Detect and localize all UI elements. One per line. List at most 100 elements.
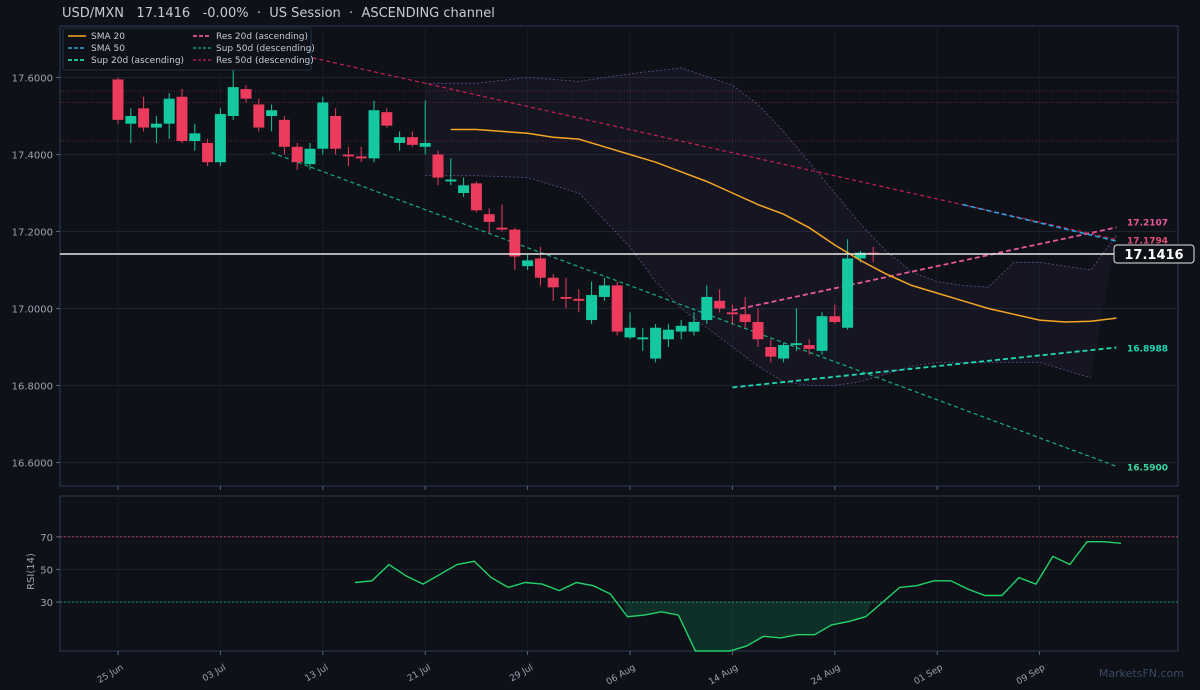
legend-entry: Res 50d (descending) xyxy=(216,56,314,66)
candle-body xyxy=(829,316,841,322)
candle-body xyxy=(739,314,751,322)
candle-body xyxy=(509,229,521,257)
chart-header: USD/MXN 17.1416 -0.00% · US Session · AS… xyxy=(62,6,495,21)
candle-body xyxy=(368,110,380,159)
date-tick-label: 14 Aug xyxy=(707,663,740,688)
separator-1: · xyxy=(256,6,261,21)
candle-body xyxy=(803,345,815,349)
price-tick-label: 17.2000 xyxy=(12,228,53,239)
rsi-panel-frame xyxy=(59,495,1179,652)
bollinger-band-fill xyxy=(425,67,1117,386)
candle-body xyxy=(355,156,367,159)
legend-entry: Sup 50d (descending) xyxy=(216,44,315,54)
sma20-line xyxy=(450,128,1117,323)
candle-body xyxy=(150,123,162,128)
candle-body xyxy=(637,337,649,340)
candle-body xyxy=(240,89,252,99)
candle-body xyxy=(253,104,265,128)
candle-body xyxy=(227,87,239,116)
candle-body xyxy=(381,112,393,126)
candle-body xyxy=(624,327,636,338)
watermark: MarketsFN.com xyxy=(1098,667,1184,680)
date-tick-label: 03 Jul xyxy=(201,663,228,684)
legend-entry: Sup 20d (ascending) xyxy=(91,56,184,66)
candle-body xyxy=(714,300,726,309)
price-tick-label: 16.6000 xyxy=(12,459,53,470)
candle-body xyxy=(496,227,508,230)
trendline-end-label: 17.1794 xyxy=(1127,236,1168,246)
legend: SMA 20 SMA 50 Sup 20d (ascending) Res 20d (… xyxy=(62,27,315,71)
trendline-end-label: 16.8988 xyxy=(1127,344,1168,354)
trendline xyxy=(271,48,1117,241)
candle-body xyxy=(445,179,457,182)
trendline-end-label: 17.2107 xyxy=(1127,218,1168,228)
legend-entry: SMA 20 xyxy=(91,32,125,42)
candle-body xyxy=(790,343,802,346)
candle-body xyxy=(547,277,559,288)
candle-body xyxy=(189,133,201,142)
trendline xyxy=(732,346,1117,389)
candle-body xyxy=(586,295,598,321)
candle-body xyxy=(470,183,482,211)
candle-body xyxy=(752,321,764,340)
rsi-tick-label: 50 xyxy=(40,565,53,576)
legend-entry: Res 20d (ascending) xyxy=(216,32,308,42)
candle-body xyxy=(650,327,662,359)
current-price-label: 17.1416 xyxy=(1124,248,1183,263)
date-tick-label: 25 Jun xyxy=(96,663,126,686)
candle-body xyxy=(765,347,777,357)
candle-body xyxy=(317,102,329,149)
candle-body xyxy=(458,185,470,193)
date-tick-label: 21 Jul xyxy=(406,663,433,684)
candle-body xyxy=(394,137,406,143)
candle-body xyxy=(176,96,188,142)
candle-body xyxy=(432,154,444,178)
candle-body xyxy=(112,79,124,120)
current-price-tag xyxy=(1113,244,1195,264)
bollinger-lower-line xyxy=(425,175,1091,386)
price-label: 17.1416 xyxy=(136,6,191,21)
rsi-tick-label: 30 xyxy=(40,598,53,609)
candle-body xyxy=(778,345,790,359)
candle-body xyxy=(163,98,175,124)
date-tick-label: 24 Aug xyxy=(810,663,843,688)
trendline-end-label: 16.5900 xyxy=(1127,463,1168,473)
change-label: -0.00% xyxy=(202,6,249,21)
candle-body xyxy=(266,110,278,116)
separator-2: · xyxy=(349,6,354,21)
candle-body xyxy=(611,285,623,332)
candle-body xyxy=(342,154,354,157)
trendline xyxy=(271,152,1117,467)
date-tick-label: 13 Jul xyxy=(304,663,331,684)
candle-body xyxy=(598,285,610,297)
date-tick-label: 01 Sep xyxy=(913,663,945,687)
candle-body xyxy=(406,137,418,145)
candle-body xyxy=(560,296,572,299)
channel-label: ASCENDING channel xyxy=(361,6,495,21)
price-tick-label: 17.6000 xyxy=(12,74,53,85)
candle-body xyxy=(202,142,214,163)
candle-body xyxy=(701,296,713,321)
candle-body xyxy=(675,325,687,332)
candle-body xyxy=(125,116,137,124)
candle-body xyxy=(522,260,534,267)
candle-body xyxy=(278,119,290,147)
legend-entry: SMA 50 xyxy=(91,44,125,54)
session-label: US Session xyxy=(269,6,341,21)
price-tick-label: 17.0000 xyxy=(12,305,53,316)
candle-body xyxy=(854,252,866,259)
price-tick-label: 16.8000 xyxy=(12,382,53,393)
date-tick-label: 06 Aug xyxy=(605,663,638,688)
candle-body xyxy=(534,258,546,278)
candle-body xyxy=(816,316,828,351)
price-panel: 16.6000 16.8000 17.0000 17.2000 17.4000 17.60… xyxy=(12,25,1195,487)
rsi-axis-label: RSI(14) xyxy=(26,553,37,590)
rsi-tick-label: 70 xyxy=(40,533,53,544)
candle-body xyxy=(662,329,674,340)
candle-body xyxy=(291,146,303,163)
candle-body xyxy=(304,148,316,165)
legend-box xyxy=(62,27,312,71)
candle-body xyxy=(842,258,854,328)
